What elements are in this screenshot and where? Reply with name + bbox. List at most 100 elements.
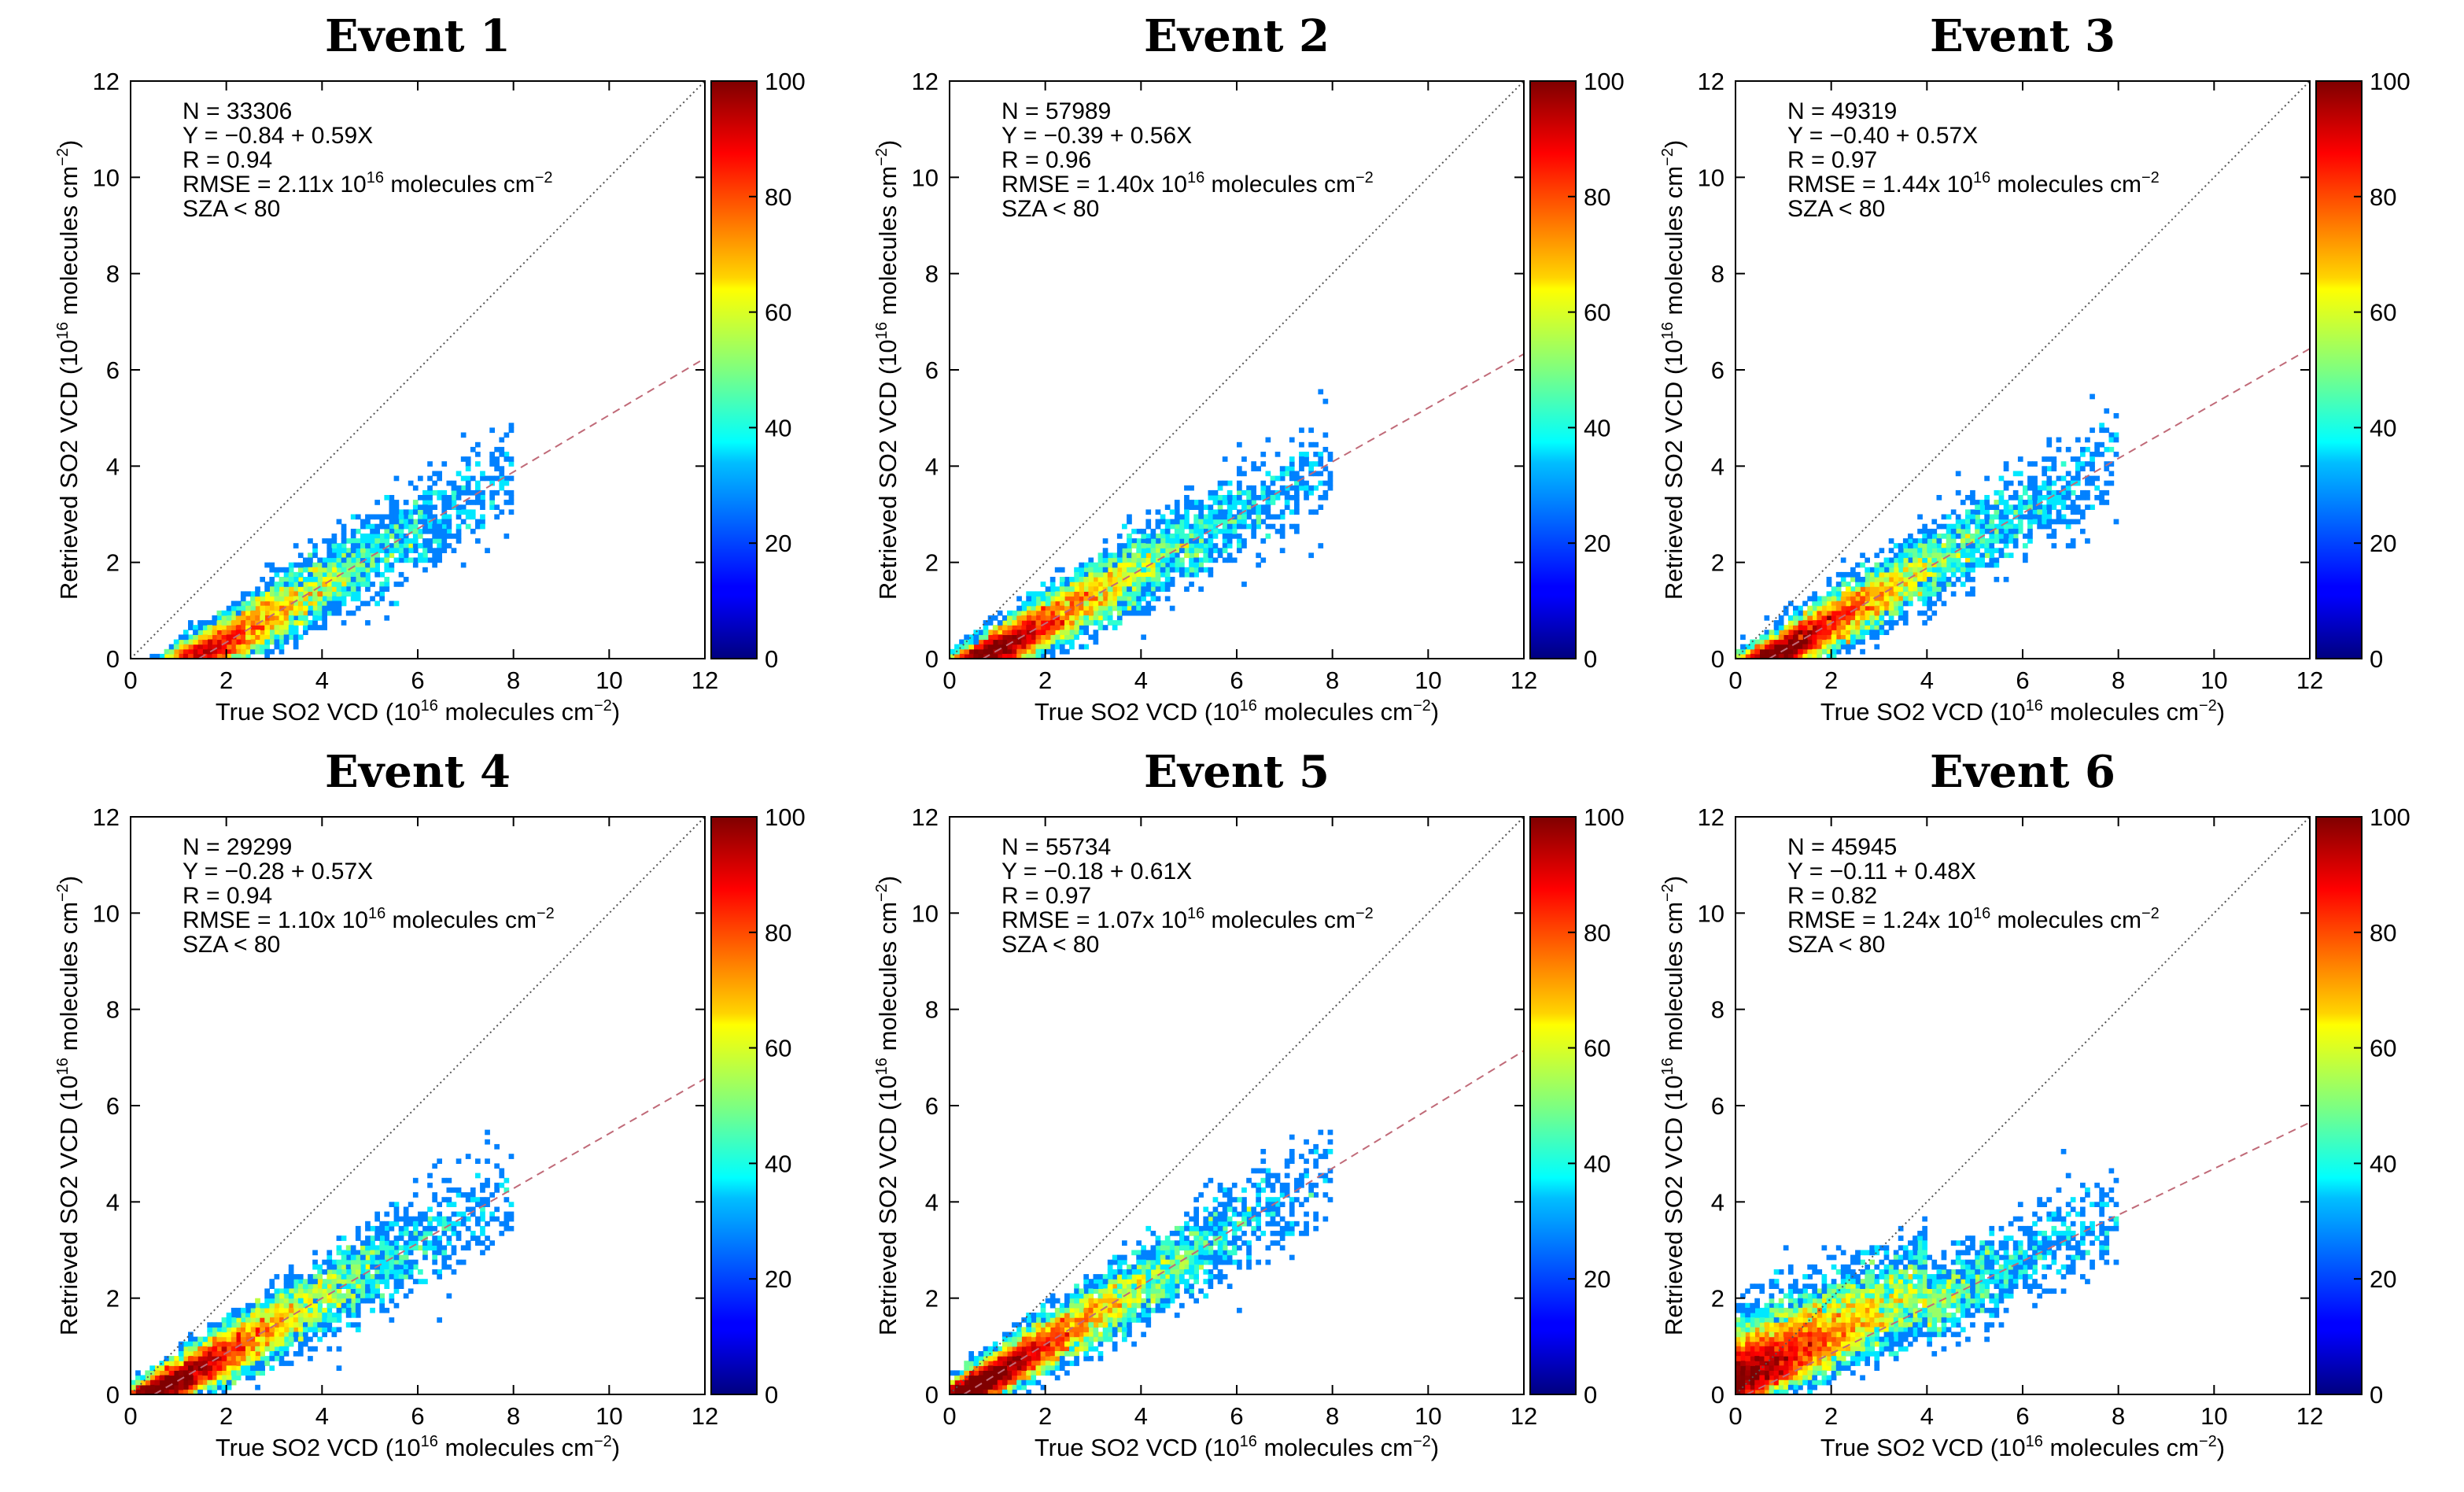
heatmap-cell xyxy=(2104,446,2110,452)
heatmap-cell xyxy=(1155,1245,1161,1251)
heatmap-cell xyxy=(1936,495,1942,500)
heatmap-cell xyxy=(1203,552,1209,559)
heatmap-cell xyxy=(412,1279,419,1284)
heatmap-cell xyxy=(432,1250,437,1256)
heatmap-cell xyxy=(1274,1231,1281,1236)
heatmap-cell xyxy=(1874,610,1880,616)
heatmap-cell xyxy=(1835,605,1842,611)
heatmap-cell xyxy=(1097,567,1104,573)
heatmap-cell xyxy=(403,1245,409,1251)
heatmap-cell xyxy=(1883,571,1890,578)
heatmap-cell xyxy=(145,1379,150,1386)
heatmap-cell xyxy=(283,1274,290,1280)
heatmap-cell xyxy=(1184,485,1190,491)
heatmap-cell xyxy=(1045,596,1051,602)
heatmap-cell xyxy=(1026,648,1031,655)
heatmap-cell xyxy=(1879,596,1885,602)
heatmap-cell xyxy=(2065,489,2071,496)
heatmap-cell xyxy=(422,523,428,530)
heatmap-cell xyxy=(235,1327,242,1333)
heatmap-cell xyxy=(1198,509,1204,515)
heatmap-cell xyxy=(1787,630,1794,635)
heatmap-cell xyxy=(1826,644,1832,650)
heatmap-cell xyxy=(260,630,265,635)
heatmap-cell xyxy=(269,1365,275,1371)
heatmap-cell xyxy=(1318,1154,1324,1159)
heatmap-cell xyxy=(212,625,218,630)
heatmap-cell xyxy=(308,1293,313,1299)
heatmap-cell xyxy=(1131,1283,1137,1289)
heatmap-cell xyxy=(2065,543,2071,548)
colorbar-tick-label: 20 xyxy=(1584,530,1610,557)
heatmap-cell xyxy=(1308,461,1314,467)
heatmap-cell xyxy=(1059,577,1065,582)
heatmap-cell xyxy=(374,1254,380,1261)
heatmap-cell xyxy=(1807,653,1813,659)
heatmap-cell xyxy=(1069,610,1075,616)
heatmap-cell xyxy=(331,548,338,553)
heatmap-cell xyxy=(1208,519,1214,525)
heatmap-cell xyxy=(1040,1365,1046,1371)
heatmap-cell xyxy=(283,591,290,597)
heatmap-cell xyxy=(427,1206,433,1213)
heatmap-cell xyxy=(1936,582,1942,587)
heatmap-cell xyxy=(1807,648,1813,655)
heatmap-cell xyxy=(1270,1211,1276,1217)
heatmap-cell xyxy=(1026,644,1031,650)
heatmap-cell xyxy=(193,1370,198,1376)
heatmap-cell xyxy=(1150,562,1156,568)
heatmap-cell xyxy=(446,523,452,530)
heatmap-cell xyxy=(231,1365,237,1371)
heatmap-cell xyxy=(1212,543,1219,548)
heatmap-cell xyxy=(193,1375,198,1381)
heatmap-cell xyxy=(374,1293,380,1299)
heatmap-cell xyxy=(1265,489,1271,496)
heatmap-cell xyxy=(422,500,428,505)
heatmap-cell xyxy=(1226,1187,1233,1193)
heatmap-cell xyxy=(293,586,299,592)
heatmap-cell xyxy=(278,1361,285,1366)
heatmap-cell xyxy=(1241,514,1247,520)
heatmap-cell xyxy=(345,1269,352,1275)
heatmap-cell xyxy=(456,1259,462,1265)
heatmap-cell xyxy=(1241,1202,1247,1207)
heatmap-cell xyxy=(1141,1250,1146,1256)
heatmap-cell xyxy=(1021,653,1027,659)
heatmap-cell xyxy=(374,534,380,539)
y-tick-label: 6 xyxy=(106,356,120,384)
heatmap-cell xyxy=(403,538,409,544)
heatmap-cell xyxy=(2017,471,2023,477)
heatmap-cell xyxy=(312,1259,318,1265)
heatmap-cell xyxy=(2017,500,2023,505)
heatmap-cell xyxy=(1169,523,1175,530)
heatmap-cell xyxy=(293,1331,299,1338)
heatmap-cell xyxy=(202,630,208,635)
heatmap-cell xyxy=(422,1245,428,1251)
heatmap-cell xyxy=(1021,1341,1027,1347)
heatmap-cell xyxy=(336,1274,342,1280)
heatmap-cell xyxy=(269,625,275,630)
heatmap-cell xyxy=(1045,625,1051,630)
heatmap-cell xyxy=(278,1302,285,1309)
heatmap-cell xyxy=(2056,500,2062,505)
heatmap-cell xyxy=(1141,534,1146,539)
heatmap-cell xyxy=(2003,500,2009,505)
heatmap-cell xyxy=(1127,1279,1132,1284)
heatmap-cell xyxy=(1179,1235,1185,1241)
heatmap-cell xyxy=(384,548,390,553)
heatmap-cell xyxy=(1754,639,1760,645)
heatmap-cell xyxy=(207,1356,212,1361)
heatmap-cell xyxy=(1241,538,1247,544)
heatmap-cell xyxy=(1203,543,1209,548)
heatmap-cell xyxy=(992,625,998,630)
heatmap-cell xyxy=(317,1327,323,1333)
heatmap-cell xyxy=(1950,543,1957,548)
heatmap-cell xyxy=(1773,625,1780,630)
heatmap-cell xyxy=(408,1288,414,1294)
heatmap-cell xyxy=(355,1225,361,1232)
heatmap-cell xyxy=(1049,653,1056,659)
heatmap-cell xyxy=(1083,1327,1089,1333)
heatmap-cell xyxy=(1112,1274,1118,1280)
heatmap-cell xyxy=(1035,648,1042,655)
